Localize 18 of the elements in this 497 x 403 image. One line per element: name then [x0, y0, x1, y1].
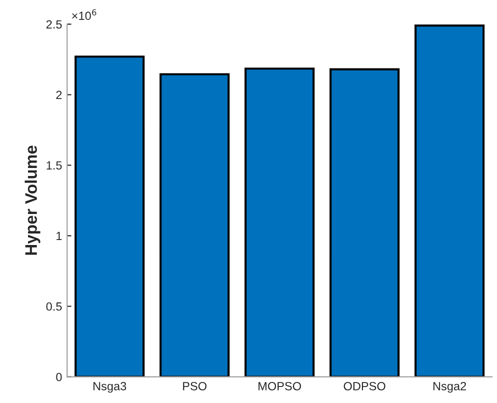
bar	[74, 56, 145, 377]
y-axis-title: Hyper Volume	[24, 146, 40, 255]
y-tick-label: 1	[56, 232, 62, 240]
y-tick-label: 0	[56, 372, 62, 382]
bar	[414, 24, 485, 377]
y-tick-label: 2	[56, 90, 62, 99]
bar	[244, 68, 315, 377]
x-tick-label: Nsga2	[433, 382, 466, 393]
x-tick-label: ODPSO	[344, 382, 386, 390]
x-tick-label: MOPSO	[258, 382, 301, 390]
y-tick-label: 0.5	[46, 302, 62, 311]
text: ×10$^{6}$	[72, 9, 96, 20]
bar	[160, 73, 230, 377]
x-tick-label: Nsga3	[93, 382, 126, 393]
y-tick-label: 2.5	[46, 20, 62, 29]
y-tick-label: 1.5	[46, 161, 62, 170]
x-tick-label: PSO	[183, 382, 206, 390]
bar	[330, 68, 400, 377]
